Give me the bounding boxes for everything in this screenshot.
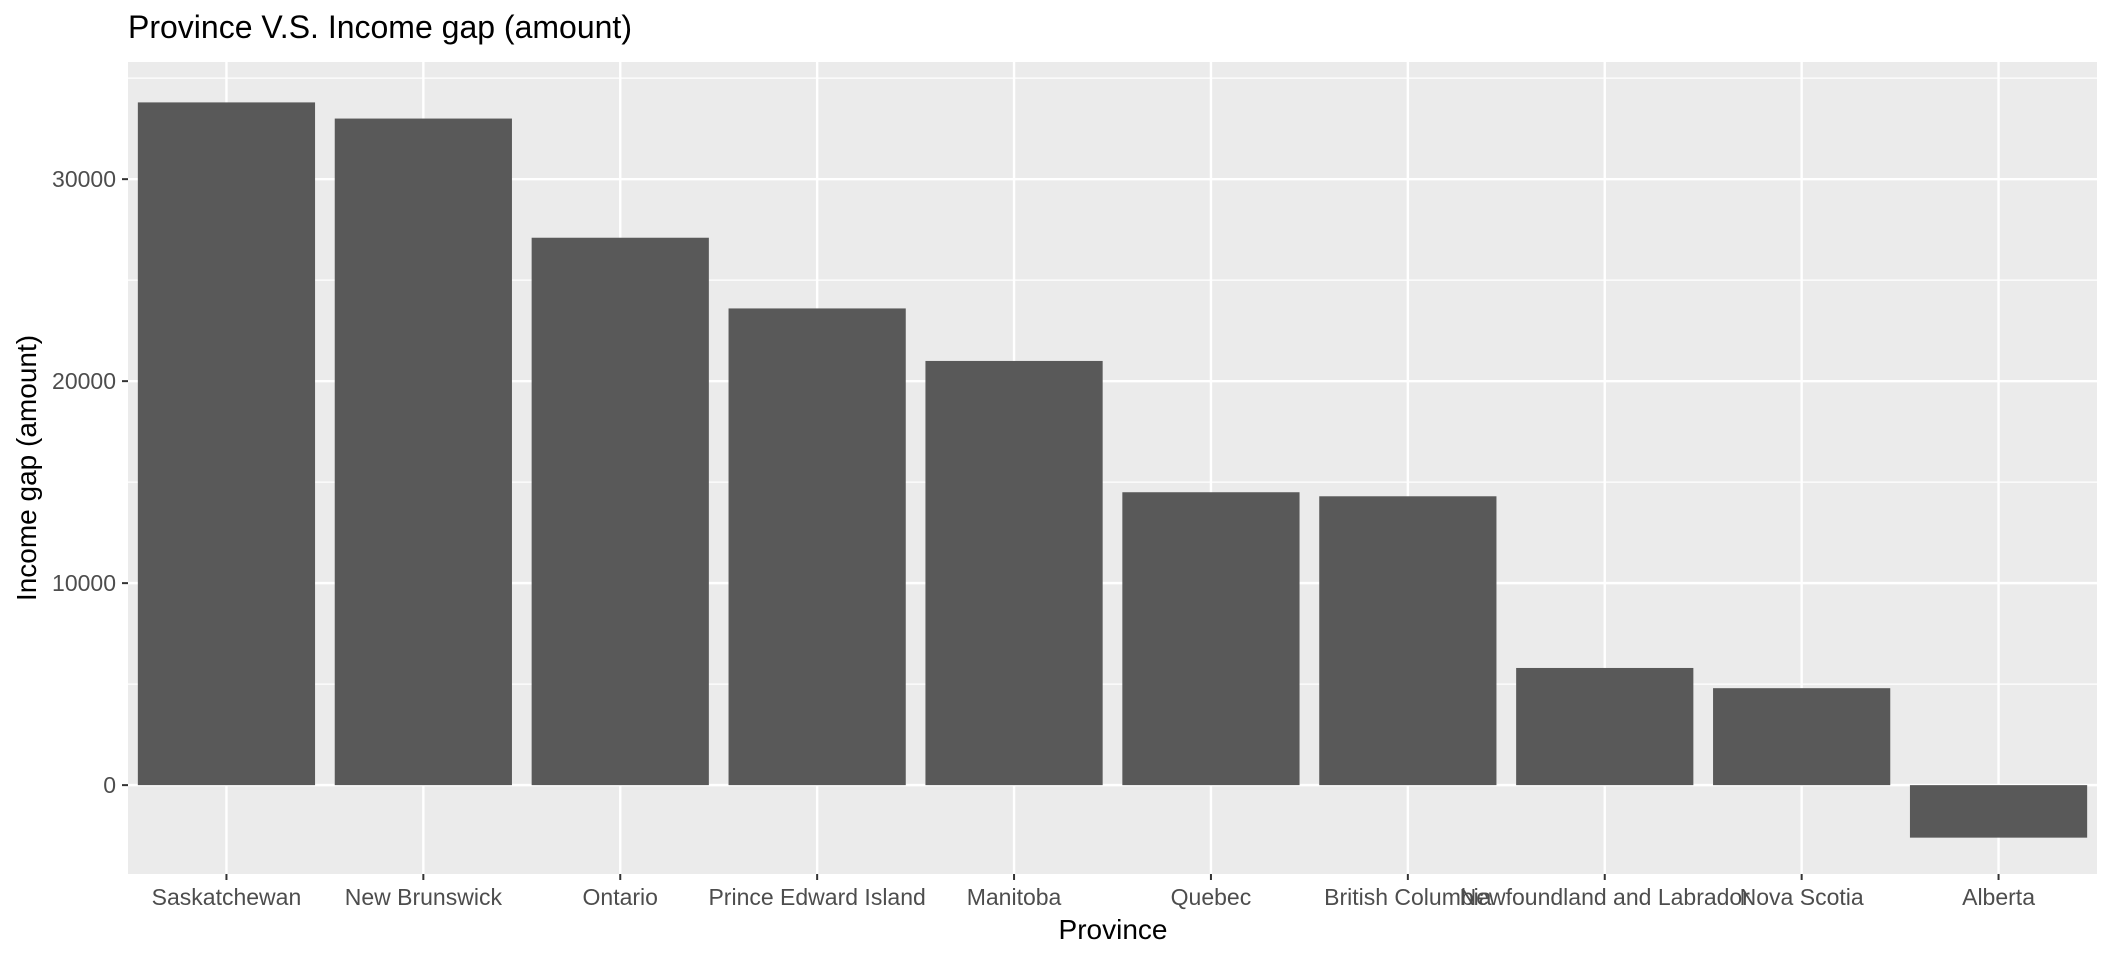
axis-layer: 0 10000 20000 30000 Saskatchewan New Brunswic… [52,166,2035,910]
x-tick-label: New Brunswick [345,884,503,910]
bar-prince-edward-island [728,308,906,786]
bar-nova-scotia [1713,688,1891,786]
x-tick-label: Saskatchewan [152,884,302,910]
x-tick-label: Manitoba [967,884,1062,910]
x-axis-title: Province [1059,914,1168,945]
y-tick-label: 10000 [52,570,116,596]
bar-alberta [1909,785,2088,838]
bar-british-columbia [1319,496,1497,786]
bar-saskatchewan [137,102,316,786]
bar-manitoba [925,360,1103,786]
y-tick-label: 0 [103,772,116,798]
y-axis-title: Income gap (amount) [11,335,42,601]
x-tick-label: Prince Edward Island [708,884,925,910]
chart-title: Province V.S. Income gap (amount) [128,9,632,45]
bar-layer [137,102,2088,838]
bar-ontario [531,237,709,786]
x-tick-label: Alberta [1962,884,2035,910]
x-tick-label: Ontario [583,884,658,910]
bar-newfoundland-and-labrador [1516,667,1694,786]
bar-new-brunswick [334,118,512,786]
y-tick-label: 30000 [52,166,116,192]
x-tick-label: British Columbia [1324,884,1492,910]
y-tick-label: 20000 [52,368,116,394]
bar-quebec [1122,492,1300,786]
x-tick-label: Newfoundland and Labrador [1460,884,1751,910]
x-tick-label: Quebec [1171,884,1252,910]
x-tick-label: Nova Scotia [1740,884,1864,910]
